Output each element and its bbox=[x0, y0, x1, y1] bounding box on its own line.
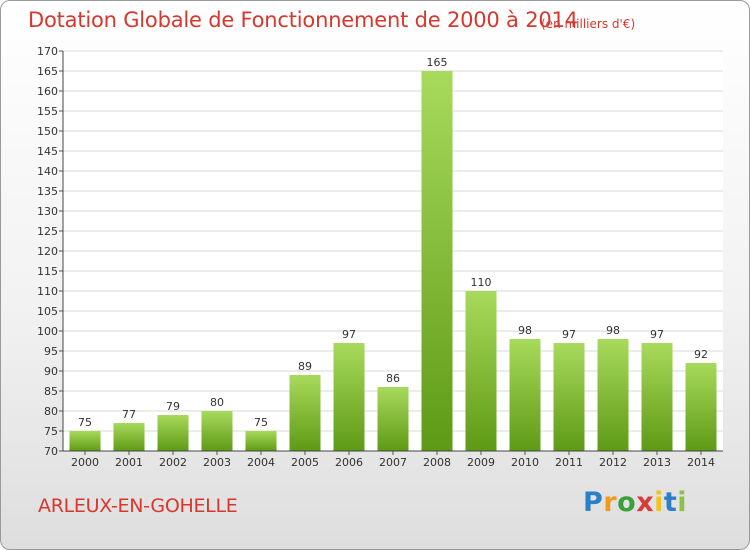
bar-2001 bbox=[113, 423, 145, 451]
bar-2012 bbox=[597, 339, 629, 451]
bar-2004 bbox=[245, 431, 277, 451]
proxiti-logo: Proxiti bbox=[583, 487, 687, 518]
x-tick-label-2002: 2002 bbox=[159, 456, 187, 469]
y-tick-label: 145 bbox=[37, 145, 58, 158]
x-tick-label-2005: 2005 bbox=[291, 456, 319, 469]
data-label-2009: 110 bbox=[471, 276, 492, 289]
logo-letter: x bbox=[636, 487, 655, 518]
y-tick-label: 120 bbox=[37, 245, 58, 258]
data-label-2002: 79 bbox=[166, 400, 180, 413]
x-tick-label-2003: 2003 bbox=[203, 456, 231, 469]
y-tick-label: 80 bbox=[44, 405, 58, 418]
y-tick-label: 95 bbox=[44, 345, 58, 358]
bar-2009 bbox=[465, 291, 497, 451]
x-tick-label-2000: 2000 bbox=[71, 456, 99, 469]
logo-letter: t bbox=[663, 487, 678, 518]
data-label-2011: 97 bbox=[562, 328, 576, 341]
chart-subtitle: (en milliers d'€) bbox=[541, 17, 636, 31]
data-label-2005: 89 bbox=[298, 360, 312, 373]
y-tick-label: 160 bbox=[37, 85, 58, 98]
data-label-2010: 98 bbox=[518, 324, 532, 337]
bars bbox=[69, 71, 717, 451]
y-tick-label: 100 bbox=[37, 325, 58, 338]
logo-letter: r bbox=[603, 487, 618, 518]
bar-2005 bbox=[289, 375, 321, 451]
data-label-2013: 97 bbox=[650, 328, 664, 341]
x-tick-label-2011: 2011 bbox=[555, 456, 583, 469]
y-tick-label: 130 bbox=[37, 205, 58, 218]
bar-2002 bbox=[157, 415, 189, 451]
data-label-2003: 80 bbox=[210, 396, 224, 409]
data-label-2001: 77 bbox=[122, 408, 136, 421]
x-tick-label-2013: 2013 bbox=[643, 456, 671, 469]
data-labels: 75 77 79 80 75 89 97 86 165 110 98 97 98 97 92 bbox=[78, 56, 708, 429]
x-tick-label-2006: 2006 bbox=[335, 456, 363, 469]
y-tick-label: 170 bbox=[37, 45, 58, 58]
x-tick-label-2014: 2014 bbox=[687, 456, 715, 469]
data-label-2007: 86 bbox=[386, 372, 400, 385]
data-label-2008: 165 bbox=[427, 56, 448, 69]
x-tick-label-2012: 2012 bbox=[599, 456, 627, 469]
bar-2000 bbox=[69, 431, 101, 451]
x-tick-label-2008: 2008 bbox=[423, 456, 451, 469]
data-label-2004: 75 bbox=[254, 416, 268, 429]
data-label-2000: 75 bbox=[78, 416, 92, 429]
x-tick-label-2010: 2010 bbox=[511, 456, 539, 469]
x-tick-label-2009: 2009 bbox=[467, 456, 495, 469]
x-tick-label-2004: 2004 bbox=[247, 456, 275, 469]
data-label-2014: 92 bbox=[694, 348, 708, 361]
x-tick-label-2001: 2001 bbox=[115, 456, 143, 469]
y-tick-label: 110 bbox=[37, 285, 58, 298]
commune-name: ARLEUX-EN-GOHELLE bbox=[38, 495, 238, 517]
y-tick-label: 70 bbox=[44, 445, 58, 458]
x-tick-label-2007: 2007 bbox=[379, 456, 407, 469]
chart-title: Dotation Globale de Fonctionnement de 20… bbox=[28, 8, 578, 32]
logo-letter: i bbox=[654, 487, 664, 518]
bar-2006 bbox=[333, 343, 365, 451]
y-tick-label: 115 bbox=[37, 265, 58, 278]
y-tick-label: 85 bbox=[44, 385, 58, 398]
y-tick-label: 140 bbox=[37, 165, 58, 178]
y-tick-label: 155 bbox=[37, 105, 58, 118]
y-tick-label: 125 bbox=[37, 225, 58, 238]
logo-letter: o bbox=[617, 487, 637, 518]
logo-letter: i bbox=[677, 487, 688, 518]
data-label-2012: 98 bbox=[606, 324, 620, 337]
bar-2011 bbox=[553, 343, 585, 451]
data-label-2006: 97 bbox=[342, 328, 356, 341]
bar-2013 bbox=[641, 343, 673, 451]
bar-2014 bbox=[685, 363, 717, 451]
bar-2003 bbox=[201, 411, 233, 451]
logo-letter: P bbox=[583, 487, 604, 518]
y-tick-label: 90 bbox=[44, 365, 58, 378]
y-tick-label: 135 bbox=[37, 185, 58, 198]
y-tick-label: 150 bbox=[37, 125, 58, 138]
bar-2008 bbox=[421, 71, 453, 451]
y-tick-label: 75 bbox=[44, 425, 58, 438]
bar-2007 bbox=[377, 387, 409, 451]
y-tick-label: 165 bbox=[37, 65, 58, 78]
axes: 70 75 80 85 90 95 100 105 110 115 120 125 130 135 140 1… bbox=[37, 45, 723, 469]
bar-2010 bbox=[509, 339, 541, 451]
y-tick-label: 105 bbox=[37, 305, 58, 318]
